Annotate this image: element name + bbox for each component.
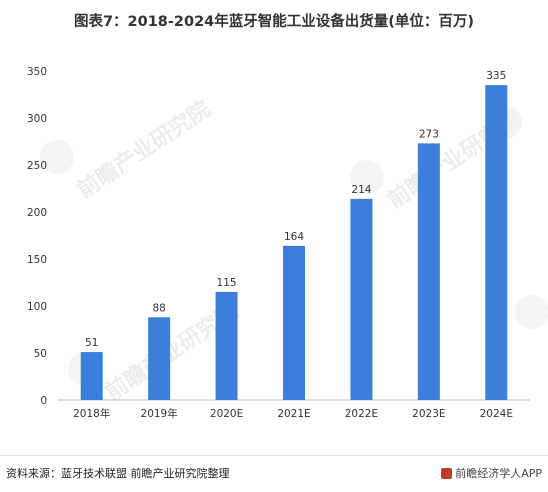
y-tick-label: 150	[27, 254, 47, 266]
data-label: 51	[85, 337, 98, 349]
footer: 资料来源：蓝牙技术联盟 前瞻产业研究院整理 前瞻经济学人APP	[0, 455, 548, 492]
watermark-logo-icon	[350, 160, 384, 194]
x-tick-label: 2023E	[412, 408, 445, 420]
app-badge: 前瞻经济学人APP	[441, 465, 542, 481]
bar	[485, 85, 508, 400]
x-tick-label: 2018年	[73, 407, 110, 420]
app-logo-icon	[441, 467, 453, 479]
chart-title: 图表7：2018-2024年蓝牙智能工业设备出货量(单位：百万)	[73, 14, 475, 30]
data-label: 115	[217, 277, 237, 289]
x-tick-label: 2022E	[345, 408, 378, 420]
y-tick-label: 50	[34, 348, 47, 360]
watermark-logo-icon	[515, 295, 548, 329]
y-tick-label: 300	[27, 113, 47, 125]
bar	[417, 143, 440, 400]
y-tick-label: 250	[27, 160, 47, 172]
bar	[283, 245, 305, 400]
x-tick-label: 2019年	[141, 407, 178, 420]
data-label: 273	[419, 128, 439, 140]
x-tick-label: 2024E	[480, 408, 513, 420]
x-tick-label: 2020E	[210, 408, 243, 420]
bar	[215, 291, 238, 400]
data-label: 335	[486, 70, 506, 82]
y-tick-label: 100	[27, 301, 47, 313]
y-tick-label: 200	[27, 207, 47, 219]
data-label: 214	[351, 184, 371, 196]
y-tick-label: 350	[27, 66, 47, 78]
x-tick-label: 2021E	[277, 408, 310, 420]
bar	[350, 198, 373, 400]
bar-chart: 0 50 100 150 200 250 300 350 51 2018年 88 2019年 115 20…	[27, 66, 530, 420]
bar	[148, 317, 171, 400]
y-tick-label: 0	[40, 395, 47, 407]
source-note: 资料来源：蓝牙技术联盟 前瞻产业研究院整理	[6, 467, 230, 480]
watermark-logo-icon	[40, 140, 74, 174]
app-label: 前瞻经济学人APP	[455, 467, 542, 480]
bar	[80, 352, 103, 400]
data-label: 88	[152, 302, 165, 314]
data-label: 164	[284, 231, 304, 243]
